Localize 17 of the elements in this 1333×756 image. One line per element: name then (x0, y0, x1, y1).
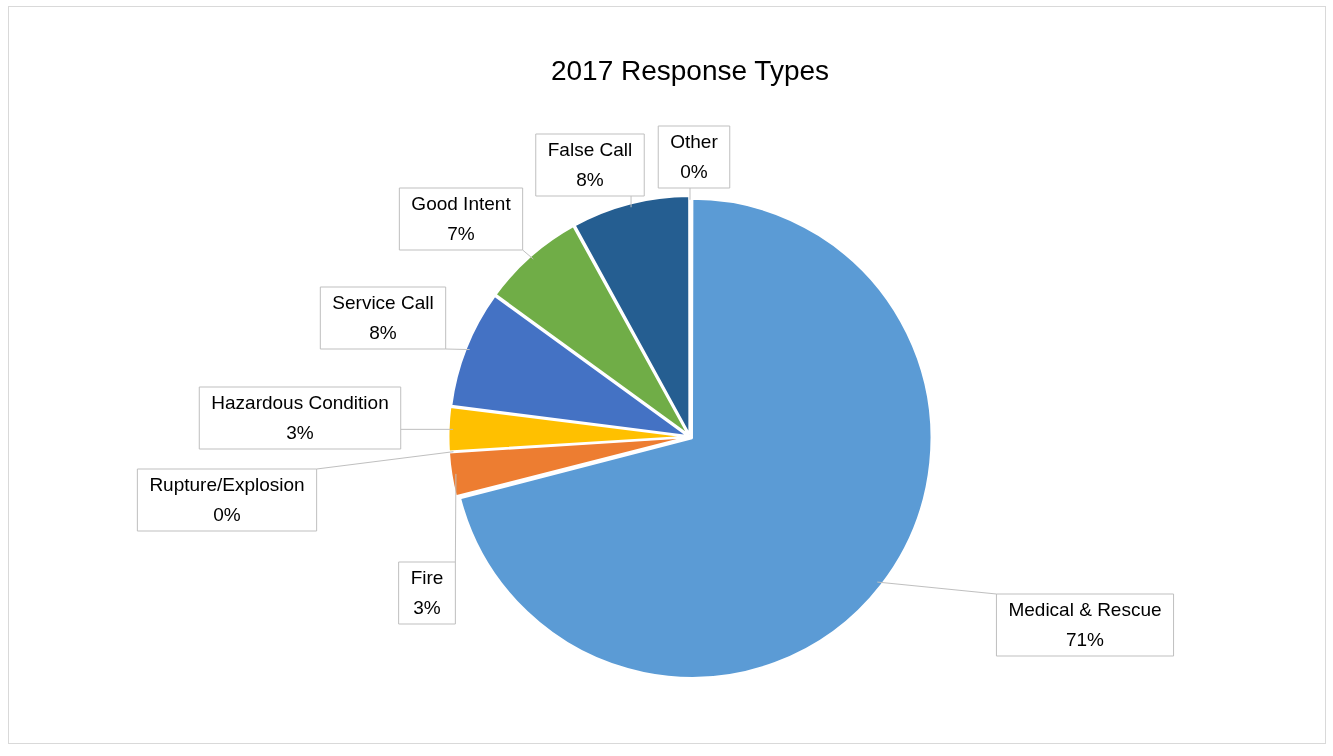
text: 0% (213, 504, 241, 526)
text: 0% (680, 161, 708, 183)
data-label: 3% (413, 597, 441, 619)
slice-label: False Call (547, 139, 633, 161)
data-label: 71% (1065, 629, 1105, 651)
slice-label: Hazardous Condition (211, 392, 389, 414)
chart-title: 2017 Response Types (550, 54, 830, 86)
slice-label: Fire (410, 567, 444, 589)
slice-label: Service Call (332, 292, 434, 314)
data-label: 3% (286, 422, 314, 444)
category-label: Rupture/Explosion (149, 474, 305, 496)
data-label: 8% (369, 322, 397, 344)
category-label: Other (670, 131, 718, 153)
data-label: 8% (576, 169, 604, 191)
slice-label: Medical & Rescue (1008, 599, 1162, 621)
slice-label: Good Intent (411, 193, 512, 215)
data-label: 7% (447, 223, 475, 245)
